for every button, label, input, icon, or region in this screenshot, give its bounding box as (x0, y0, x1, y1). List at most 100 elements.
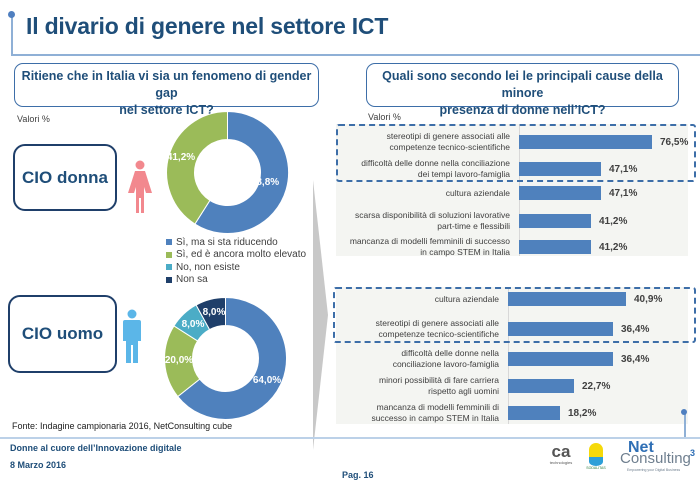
bar (508, 379, 574, 393)
bar-value: 47,1% (609, 163, 638, 175)
legend-swatch (166, 276, 172, 283)
right-question-line2: presenza di donne nell’ICT? (439, 103, 606, 117)
ca-logo-text: ca (551, 442, 571, 461)
cube-superscript: 3 (690, 448, 696, 458)
bar (519, 214, 591, 228)
left-question-line2: nel settore ICT? (119, 103, 214, 117)
bar-label: cultura aziendale (445, 187, 510, 198)
bar-label: cultura aziendale (434, 293, 499, 304)
bar (519, 240, 591, 254)
bar-row: cultura aziendale 40,9% (336, 292, 696, 306)
right-unit-label: Valori % (368, 112, 401, 122)
uomo-pct-b: 20,0% (165, 355, 193, 366)
legend-label: Sì, ed è ancora molto elevato (176, 249, 307, 261)
bar-row: stereotipi di genere associati alle compe… (336, 131, 696, 153)
legend-swatch (166, 239, 172, 246)
slice-si-si-sta-riducendo (194, 110, 290, 234)
bar-row: difficoltà delle donne nella conciliazio… (336, 158, 696, 180)
right-question-box: Quali sono secondo lei le principali cau… (366, 63, 679, 117)
bar-label: stereotipi di genere associati alle compe… (375, 318, 499, 339)
bar-row: scarsa disponibilità di soluzioni lavora… (336, 210, 696, 232)
sodalitas-sea-icon (589, 457, 603, 466)
bar (519, 135, 652, 149)
legend-item: Sì, ed è ancora molto elevato (166, 249, 306, 262)
bar-row: difficoltà delle donne nella conciliazion… (336, 348, 696, 370)
woman-icon (128, 160, 152, 213)
bar-value: 47,1% (609, 187, 638, 199)
legend-item: Sì, ma si sta riducendo (166, 236, 306, 249)
bar-row: mancanza di modelli femminili di success… (336, 236, 696, 258)
cio-donna-box: CIO donna (13, 144, 117, 211)
legend-swatch (166, 264, 172, 271)
bar-value: 36,4% (621, 323, 650, 335)
ca-logo: ca technologies (546, 442, 576, 465)
bar-value: 40,9% (634, 293, 663, 305)
bar-value: 36,4% (621, 353, 650, 365)
bar-label: scarsa disponibilità di soluzioni lavora… (355, 210, 510, 231)
bar-value: 76,5% (660, 136, 689, 148)
legend-label: Sì, ma si sta riducendo (176, 236, 278, 248)
left-question-line1: Ritiene che in Italia vi sia un fenomeno… (21, 69, 312, 100)
legend-label: No, non esiste (176, 261, 240, 273)
title-underline (11, 54, 700, 56)
tagline-text: Empowering your Digital Business (627, 468, 681, 472)
net-text: Net (628, 439, 654, 456)
donut-chart-cio-donna: 58,8% 41,2% (166, 110, 290, 234)
bar-value: 22,7% (582, 380, 611, 392)
donna-pct-a: 58,8% (251, 177, 279, 188)
bar-row: stereotipi di genere associati alle compe… (336, 318, 696, 340)
uomo-pct-c: 8,0% (182, 319, 205, 330)
sodalitas-logo: SODALITAS (585, 443, 607, 470)
cio-uomo-box: CIO uomo (8, 295, 117, 373)
bar-value: 41,2% (599, 241, 628, 253)
sodalitas-sun-icon (589, 443, 603, 457)
slice-si-molto-elevato (166, 110, 228, 225)
bar-row: mancanza di modelli femminili di successo… (336, 402, 696, 424)
right-question-line1: Quali sono secondo lei le principali cau… (382, 69, 663, 100)
bar-label: mancanza di modelli femminili di success… (349, 236, 510, 257)
bar (508, 406, 560, 420)
title-accent-dot (8, 11, 15, 18)
title-accent-line (11, 14, 13, 55)
bar-value: 41,2% (599, 215, 628, 227)
bar (519, 162, 601, 176)
ca-logo-sub: technologies (549, 460, 573, 465)
pie-legend: Sì, ma si sta riducendo Sì, ed è ancora … (166, 236, 306, 286)
event-date: 8 Marzo 2016 (10, 460, 67, 470)
consulting-text: Consulting (620, 450, 691, 467)
event-name: Donne al cuore dell’Innovazione digitale (10, 443, 182, 453)
legend-item: No, non esiste (166, 261, 306, 274)
bar (508, 322, 613, 336)
page-number: Pag. 16 (342, 470, 374, 480)
highlight-box-donna (336, 124, 696, 182)
bar (519, 186, 601, 200)
legend-swatch (166, 251, 172, 258)
uomo-pct-d: 8,0% (203, 307, 226, 318)
page-title: Il divario di genere nel settore ICT (26, 13, 389, 39)
left-unit-label: Valori % (17, 114, 50, 124)
footer-accent-line (684, 412, 686, 437)
bar-label: mancanza di modelli femminili di successo… (371, 402, 499, 423)
donna-pct-b: 41,2% (167, 152, 195, 163)
slice-non-sa (195, 296, 226, 331)
bar-label: stereotipi di genere associati alle compe… (386, 131, 510, 152)
man-icon (123, 309, 141, 363)
bar-label: difficoltà delle donne nella conciliazio… (361, 158, 510, 179)
bar-row: minori possibilità di fare carriera rispe… (336, 375, 696, 397)
highlight-box-uomo (333, 287, 696, 343)
footer-accent-dot (681, 409, 687, 415)
bar-value: 18,2% (568, 407, 597, 419)
donut-chart-cio-uomo: 64,0% 20,0% 8,0% 8,0% (164, 296, 288, 420)
bar-row: cultura aziendale 47,1% (336, 186, 696, 200)
arrow-divider (313, 180, 328, 450)
legend-label: Non sa (176, 274, 208, 286)
left-question-box: Ritiene che in Italia vi sia un fenomeno… (14, 63, 319, 117)
legend-item: Non sa (166, 274, 306, 287)
bar-label: difficoltà delle donne nella conciliazion… (392, 348, 499, 369)
uomo-pct-a: 64,0% (253, 375, 281, 386)
cio-uomo-label: CIO uomo (21, 324, 104, 343)
bar (508, 292, 626, 306)
source-note: Fonte: Indagine campionaria 2016, NetCon… (12, 421, 233, 431)
sodalitas-text: SODALITAS (586, 466, 606, 470)
footer-divider (0, 437, 700, 439)
